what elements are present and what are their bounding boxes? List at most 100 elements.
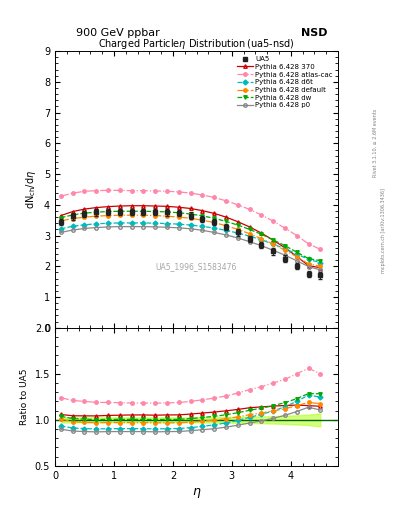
Pythia 6.428 d6t [306, 257, 311, 263]
Line: Pythia 6.428 p0: Pythia 6.428 p0 [59, 225, 322, 272]
Pythia 6.428 p0 [70, 227, 75, 233]
Pythia 6.428 default [165, 213, 169, 219]
Pythia 6.428 p0 [94, 224, 99, 230]
Pythia 6.428 atlas-cac [235, 202, 240, 208]
Y-axis label: dN$_{\rm ch}$/d$\eta$: dN$_{\rm ch}$/d$\eta$ [24, 170, 39, 209]
Pythia 6.428 p0 [259, 243, 264, 249]
Pythia 6.428 370 [318, 265, 323, 271]
Pythia 6.428 dw [165, 209, 169, 215]
Pythia 6.428 default [247, 230, 252, 237]
Pythia 6.428 atlas-cac [70, 190, 75, 196]
Pythia 6.428 370 [271, 237, 275, 243]
Pythia 6.428 370 [118, 203, 122, 209]
Pythia 6.428 default [235, 226, 240, 232]
Pythia 6.428 default [271, 241, 275, 247]
Pythia 6.428 dw [188, 211, 193, 217]
Pythia 6.428 d6t [259, 237, 264, 243]
Pythia 6.428 370 [306, 263, 311, 269]
Pythia 6.428 p0 [165, 224, 169, 230]
Pythia 6.428 atlas-cac [306, 241, 311, 247]
Pythia 6.428 p0 [106, 224, 110, 230]
Pythia 6.428 default [306, 261, 311, 267]
Pythia 6.428 default [224, 223, 228, 229]
Pythia 6.428 370 [176, 204, 181, 210]
Pythia 6.428 dw [259, 231, 264, 238]
Pythia 6.428 atlas-cac [165, 188, 169, 195]
Pythia 6.428 dw [212, 215, 217, 221]
Pythia 6.428 default [176, 214, 181, 220]
Pythia 6.428 atlas-cac [118, 187, 122, 194]
Pythia 6.428 p0 [188, 226, 193, 232]
Pythia 6.428 370 [82, 206, 87, 212]
Pythia 6.428 atlas-cac [176, 189, 181, 195]
Pythia 6.428 d6t [188, 222, 193, 228]
Pythia 6.428 atlas-cac [271, 218, 275, 224]
Pythia 6.428 d6t [176, 221, 181, 227]
Line: Pythia 6.428 atlas-cac: Pythia 6.428 atlas-cac [59, 188, 322, 251]
Pythia 6.428 370 [94, 204, 99, 210]
Pythia 6.428 default [106, 212, 110, 219]
Text: NSD: NSD [301, 28, 328, 38]
Pythia 6.428 d6t [318, 260, 323, 266]
Pythia 6.428 d6t [200, 223, 205, 229]
Pythia 6.428 370 [141, 203, 146, 209]
Pythia 6.428 default [94, 213, 99, 219]
Pythia 6.428 d6t [165, 221, 169, 227]
Pythia 6.428 atlas-cac [318, 246, 323, 252]
Pythia 6.428 370 [259, 230, 264, 236]
Pythia 6.428 p0 [200, 227, 205, 233]
Pythia 6.428 d6t [70, 223, 75, 229]
Pythia 6.428 dw [106, 208, 110, 215]
Pythia 6.428 370 [224, 214, 228, 220]
Pythia 6.428 p0 [247, 239, 252, 245]
Pythia 6.428 p0 [129, 224, 134, 230]
Pythia 6.428 dw [318, 258, 323, 264]
Pythia 6.428 370 [283, 245, 287, 251]
Pythia 6.428 d6t [212, 225, 217, 231]
Pythia 6.428 dw [176, 210, 181, 216]
Pythia 6.428 default [294, 253, 299, 260]
Pythia 6.428 atlas-cac [188, 190, 193, 196]
Pythia 6.428 d6t [283, 246, 287, 252]
Pythia 6.428 370 [129, 203, 134, 209]
Pythia 6.428 atlas-cac [294, 232, 299, 239]
Pythia 6.428 dw [70, 212, 75, 218]
Pythia 6.428 d6t [294, 251, 299, 257]
Pythia 6.428 default [82, 214, 87, 220]
X-axis label: $\eta$: $\eta$ [192, 486, 201, 500]
Text: Rivet 3.1.10, ≥ 2.6M events: Rivet 3.1.10, ≥ 2.6M events [373, 109, 378, 178]
Pythia 6.428 p0 [306, 264, 311, 270]
Pythia 6.428 dw [82, 210, 87, 216]
Legend: UA5, Pythia 6.428 370, Pythia 6.428 atlas-cac, Pythia 6.428 d6t, Pythia 6.428 de: UA5, Pythia 6.428 370, Pythia 6.428 atla… [235, 53, 336, 111]
Line: Pythia 6.428 370: Pythia 6.428 370 [59, 204, 322, 269]
Pythia 6.428 atlas-cac [141, 187, 146, 194]
Pythia 6.428 370 [153, 203, 158, 209]
Pythia 6.428 370 [212, 210, 217, 217]
Title: Charged Particle$\eta$ Distribution$\,$(ua5-nsd): Charged Particle$\eta$ Distribution$\,$(… [98, 37, 295, 51]
Pythia 6.428 d6t [94, 221, 99, 227]
Line: Pythia 6.428 default: Pythia 6.428 default [59, 214, 322, 268]
Pythia 6.428 d6t [235, 230, 240, 236]
Pythia 6.428 p0 [271, 247, 275, 253]
Pythia 6.428 default [212, 220, 217, 226]
Pythia 6.428 dw [200, 213, 205, 219]
Pythia 6.428 p0 [82, 225, 87, 231]
Pythia 6.428 atlas-cac [94, 187, 99, 194]
Pythia 6.428 p0 [283, 252, 287, 258]
Pythia 6.428 p0 [176, 225, 181, 231]
Pythia 6.428 atlas-cac [283, 225, 287, 231]
Pythia 6.428 dw [235, 222, 240, 228]
Pythia 6.428 default [200, 217, 205, 223]
Pythia 6.428 default [188, 215, 193, 221]
Pythia 6.428 default [318, 263, 323, 269]
Pythia 6.428 370 [188, 205, 193, 211]
Pythia 6.428 d6t [82, 222, 87, 228]
Pythia 6.428 d6t [224, 227, 228, 233]
Pythia 6.428 p0 [59, 229, 63, 236]
Pythia 6.428 d6t [141, 220, 146, 226]
Pythia 6.428 p0 [153, 224, 158, 230]
Pythia 6.428 atlas-cac [200, 192, 205, 198]
Pythia 6.428 p0 [235, 235, 240, 241]
Pythia 6.428 atlas-cac [59, 193, 63, 199]
Pythia 6.428 default [59, 218, 63, 224]
